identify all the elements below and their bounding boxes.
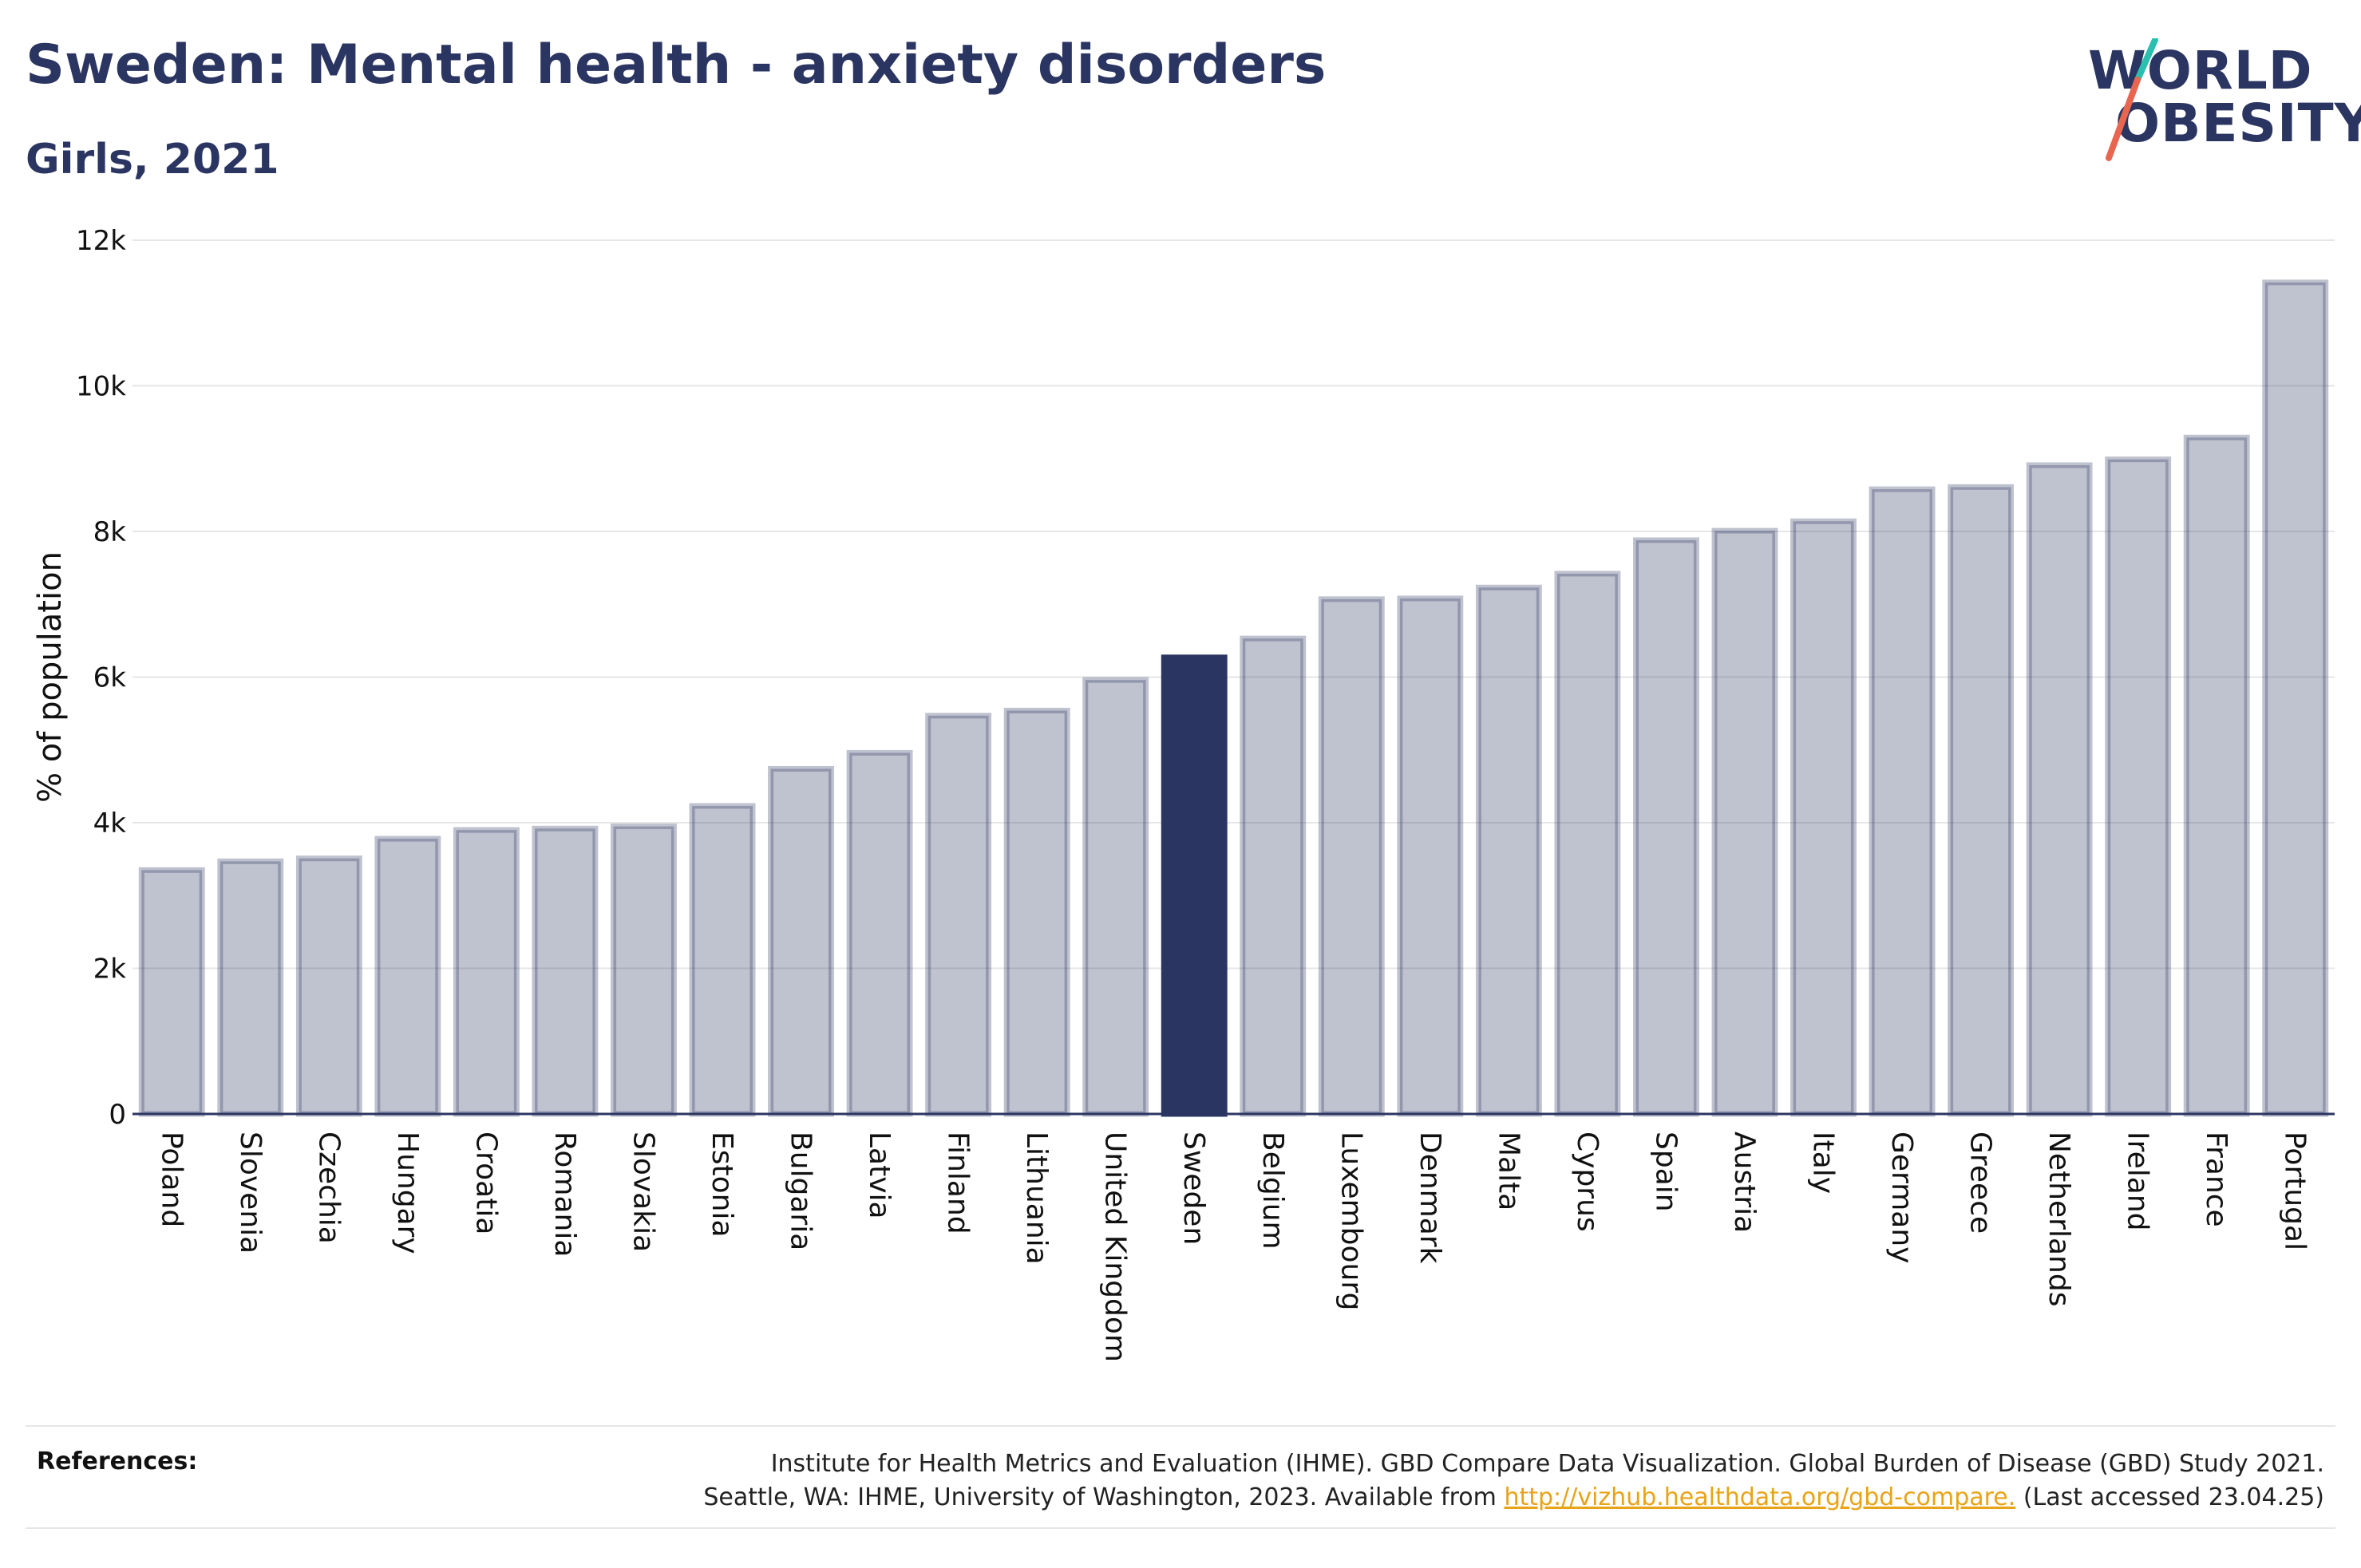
bar (1397, 595, 1464, 1117)
x-tick-label: Slovakia (627, 1132, 659, 1252)
x-tick-label: Poland (155, 1132, 188, 1227)
reference-link[interactable]: http://vizhub.healthdata.org/gbd-compare… (1504, 1483, 2016, 1511)
bar (217, 858, 284, 1117)
bar (2105, 456, 2172, 1117)
bar (1318, 596, 1385, 1117)
bar (1554, 571, 1621, 1117)
x-tick-label: Estonia (706, 1132, 738, 1238)
x-tick-label: Denmark (1414, 1132, 1446, 1264)
bar (2262, 279, 2329, 1117)
bar (1240, 635, 1307, 1117)
x-tick-label: Spain (1649, 1132, 1682, 1212)
bar (1475, 584, 1542, 1117)
world-obesity-logo: WORLD OBESITY (2075, 38, 2361, 166)
bar (1082, 677, 1149, 1117)
x-tick-label: Netherlands (2043, 1132, 2075, 1306)
bar (453, 827, 520, 1117)
bar (1003, 707, 1070, 1117)
y-tick-label: 4k (93, 808, 127, 839)
bar (1790, 518, 1857, 1117)
x-tick-label: Bulgaria (785, 1132, 817, 1250)
references-label: References: (37, 1448, 198, 1475)
y-tick-label: 2k (93, 954, 127, 985)
references-text: Institute for Health Metrics and Evaluat… (703, 1448, 2324, 1515)
bar (532, 825, 599, 1117)
x-tick-label: Malta (1492, 1132, 1525, 1211)
bar (1869, 486, 1936, 1117)
x-tick-label: Sweden (1177, 1132, 1210, 1245)
x-tick-label: Slovenia (234, 1132, 267, 1254)
y-tick-label: 10k (76, 371, 126, 403)
bar (1711, 527, 1778, 1117)
x-tick-label: Croatia (469, 1132, 502, 1234)
reference-line-2: Seattle, WA: IHME, University of Washing… (703, 1481, 2324, 1515)
chart-subtitle: Girls, 2021 (26, 136, 279, 184)
bar (846, 749, 913, 1117)
x-tick-label: Belgium (1256, 1132, 1289, 1250)
x-tick-label: Cyprus (1571, 1132, 1604, 1232)
x-tick-label: France (2200, 1132, 2232, 1227)
bar-highlight (1161, 654, 1228, 1117)
bar (689, 803, 756, 1117)
x-tick-label: Germany (1885, 1132, 1918, 1263)
y-tick-label: 12k (76, 225, 126, 257)
reference-line-1: Institute for Health Metrics and Evaluat… (770, 1450, 2324, 1478)
bar (138, 867, 205, 1117)
x-tick-label: Hungary (391, 1132, 424, 1254)
x-tick-label: United Kingdom (1099, 1132, 1132, 1362)
x-tick-label: Finland (942, 1132, 975, 1234)
bar (295, 855, 362, 1117)
bar (1633, 537, 1699, 1117)
bar (925, 713, 992, 1117)
x-tick-label: Czechia (312, 1132, 345, 1244)
y-tick-label: 8k (93, 516, 127, 548)
reference-line-2-prefix: Seattle, WA: IHME, University of Washing… (703, 1483, 1497, 1511)
bar (2026, 462, 2093, 1117)
references-panel: References: Institute for Health Metrics… (26, 1425, 2335, 1529)
bar-chart: 0 2k 4k 6k 8k 10k 12k % of population Poland Slov… (32, 225, 2335, 1362)
reference-line-2-suffix: (Last accessed 23.04.25) (2023, 1483, 2324, 1511)
x-tick-label: Ireland (2122, 1132, 2154, 1231)
bar (768, 765, 834, 1117)
y-tick-label: 0 (109, 1099, 126, 1131)
y-axis-title: % of population (32, 551, 69, 803)
x-tick-label: Luxembourg (1335, 1132, 1367, 1310)
x-tick-label: Portugal (2279, 1132, 2312, 1250)
logo-line-2: OBESITY (2115, 93, 2361, 154)
x-tick-label: Austria (1728, 1132, 1761, 1233)
y-tick-label: 6k (93, 662, 127, 694)
logo-line-1: WORLD (2088, 40, 2313, 101)
bar (2183, 434, 2250, 1117)
x-tick-label: Romania (548, 1132, 581, 1257)
bar (1948, 484, 2015, 1117)
x-tick-label: Latvia (863, 1132, 896, 1219)
x-tick-label: Greece (1964, 1132, 1997, 1234)
bar (611, 823, 677, 1117)
x-tick-label: Lithuania (1020, 1132, 1053, 1265)
chart-title: Sweden: Mental health - anxiety disorder… (26, 34, 1327, 97)
x-tick-label: Italy (1807, 1132, 1840, 1194)
logo-slash-icon (2106, 38, 2158, 161)
bar (374, 835, 441, 1117)
